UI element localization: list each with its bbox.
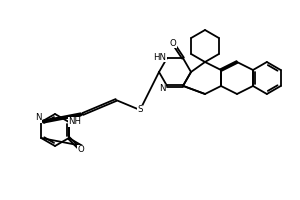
Text: O: O (77, 146, 84, 154)
Text: N: N (35, 114, 41, 122)
Text: HN: HN (154, 53, 166, 62)
Text: O: O (169, 39, 176, 48)
Text: S: S (137, 106, 143, 114)
Text: N: N (159, 84, 165, 93)
Text: NH: NH (68, 117, 81, 127)
